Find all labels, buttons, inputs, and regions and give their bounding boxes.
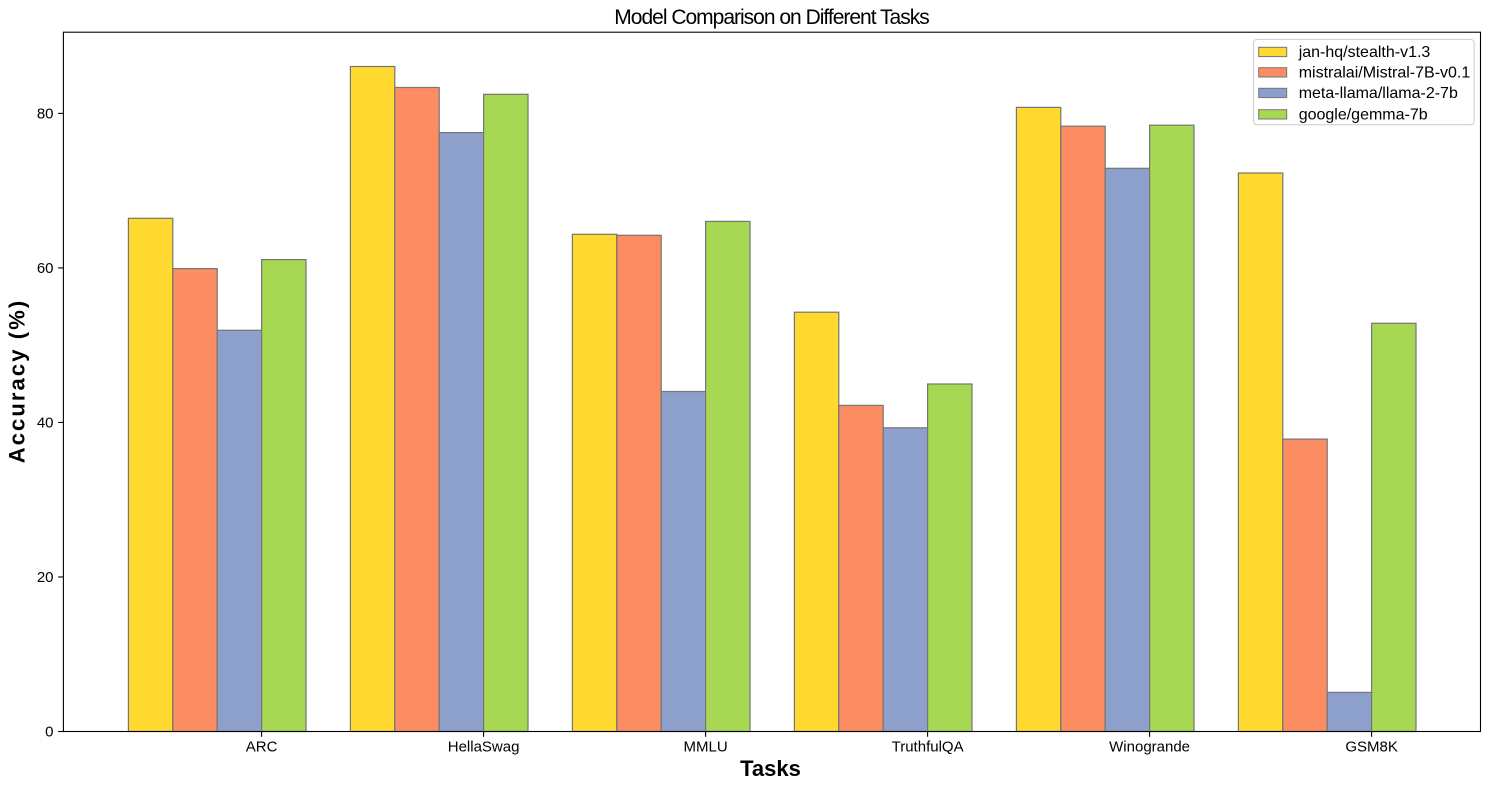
- svg-text:80: 80: [37, 106, 54, 123]
- svg-text:mistralai/Mistral-7B-v0.1: mistralai/Mistral-7B-v0.1: [1299, 64, 1471, 81]
- svg-text:HellaSwag: HellaSwag: [448, 738, 520, 755]
- svg-text:ARC: ARC: [246, 738, 278, 755]
- svg-text:jan-hq/stealth-v1.3: jan-hq/stealth-v1.3: [1298, 44, 1431, 61]
- svg-text:60: 60: [37, 260, 54, 277]
- svg-text:MMLU: MMLU: [684, 738, 728, 755]
- svg-text:Tasks: Tasks: [740, 756, 801, 781]
- svg-text:20: 20: [37, 569, 54, 586]
- svg-text:meta-llama/llama-2-7b: meta-llama/llama-2-7b: [1299, 85, 1458, 102]
- svg-text:Accuracy (%): Accuracy (%): [5, 299, 30, 464]
- svg-text:google/gemma-7b: google/gemma-7b: [1299, 106, 1428, 123]
- svg-text:Model Comparison on Different: Model Comparison on Different Tasks: [614, 6, 929, 29]
- svg-text:GSM8K: GSM8K: [1345, 738, 1398, 755]
- svg-text:TruthfulQA: TruthfulQA: [892, 738, 964, 755]
- svg-text:40: 40: [37, 415, 54, 432]
- svg-text:0: 0: [45, 724, 53, 741]
- svg-text:Winogrande: Winogrande: [1109, 738, 1190, 755]
